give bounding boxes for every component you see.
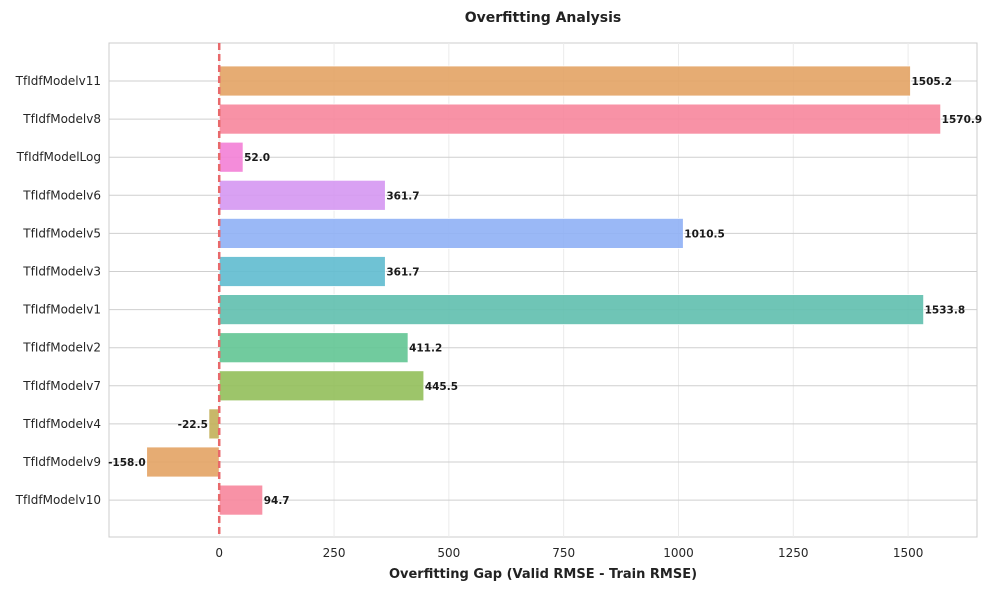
y-tick-label: TfIdfModelv7: [22, 379, 101, 393]
value-label: 361.7: [386, 267, 419, 279]
x-tick-label: 0: [215, 546, 223, 560]
value-label: 361.7: [386, 190, 419, 202]
x-tick-label: 1250: [778, 546, 809, 560]
value-label: 411.2: [409, 343, 442, 355]
bar-TfIdfModelv2: [218, 332, 409, 364]
bar-TfIdfModelv3: [218, 256, 386, 287]
x-tick-label: 500: [437, 546, 460, 560]
bar-TfIdfModelv10: [218, 484, 264, 516]
value-label: 1505.2: [911, 76, 952, 88]
x-tick-label: 750: [552, 546, 575, 560]
bar-TfIdfModelv7: [218, 370, 425, 402]
y-tick-label: TfIdfModelv8: [22, 112, 101, 126]
bar-TfIdfModelv9: [146, 446, 220, 478]
y-tick-label: TfIdfModelv5: [22, 226, 101, 240]
bar-TfIdfModelv4: [208, 408, 220, 440]
x-tick-label: 250: [323, 546, 346, 560]
y-tick-label: TfIdfModelv10: [15, 493, 101, 507]
x-tick-label: 1000: [663, 546, 694, 560]
y-tick-label: TfIdfModelv9: [22, 455, 101, 469]
value-label: -22.5: [178, 419, 208, 431]
value-labels: 1505.2 1570.9 52.0 361.7 1010.5 361.7 1533.8 41…: [108, 76, 982, 507]
y-tick-label: TfIdfModelv2: [22, 341, 101, 355]
value-label: 1533.8: [925, 305, 966, 317]
bar-TfIdfModelv8: [218, 103, 942, 135]
y-tick-label: TfIdfModelv1: [22, 303, 101, 317]
value-label: -158.0: [108, 457, 146, 469]
value-label: 1570.9: [942, 114, 983, 126]
y-tick-label: TfIdfModelv6: [22, 188, 101, 202]
chart-title: Overfitting Analysis: [465, 10, 622, 26]
y-tick-label: TfIdfModelLog: [16, 150, 101, 164]
value-label: 445.5: [425, 381, 458, 393]
bars: [146, 65, 942, 516]
value-label: 94.7: [264, 495, 290, 507]
y-tick-label: TfIdfModelv4: [22, 417, 101, 431]
value-label: 52.0: [244, 152, 270, 164]
y-tick-label: TfIdfModelv11: [15, 74, 101, 88]
plot-area: [108, 42, 978, 538]
value-label: 1010.5: [684, 228, 725, 240]
y-axis-tick-labels: TfIdfModelv11 TfIdfModelv8 TfIdfModelLog Tf…: [15, 74, 101, 507]
x-axis-tick-labels: 0 250 500 750 1000 1250 1500: [215, 546, 923, 560]
bar-TfIdfModelv5: [218, 217, 684, 249]
y-tick-label: TfIdfModelv3: [22, 265, 101, 279]
bar-TfIdfModelv6: [218, 179, 386, 211]
bar-TfIdfModelv1: [218, 294, 925, 326]
x-axis-label: Overfitting Gap (Valid RMSE - Train RMSE…: [389, 567, 697, 582]
bar-TfIdfModelv11: [218, 65, 911, 97]
bar-TfIdfModelLog: [218, 141, 244, 173]
x-tick-label: 1500: [893, 546, 924, 560]
